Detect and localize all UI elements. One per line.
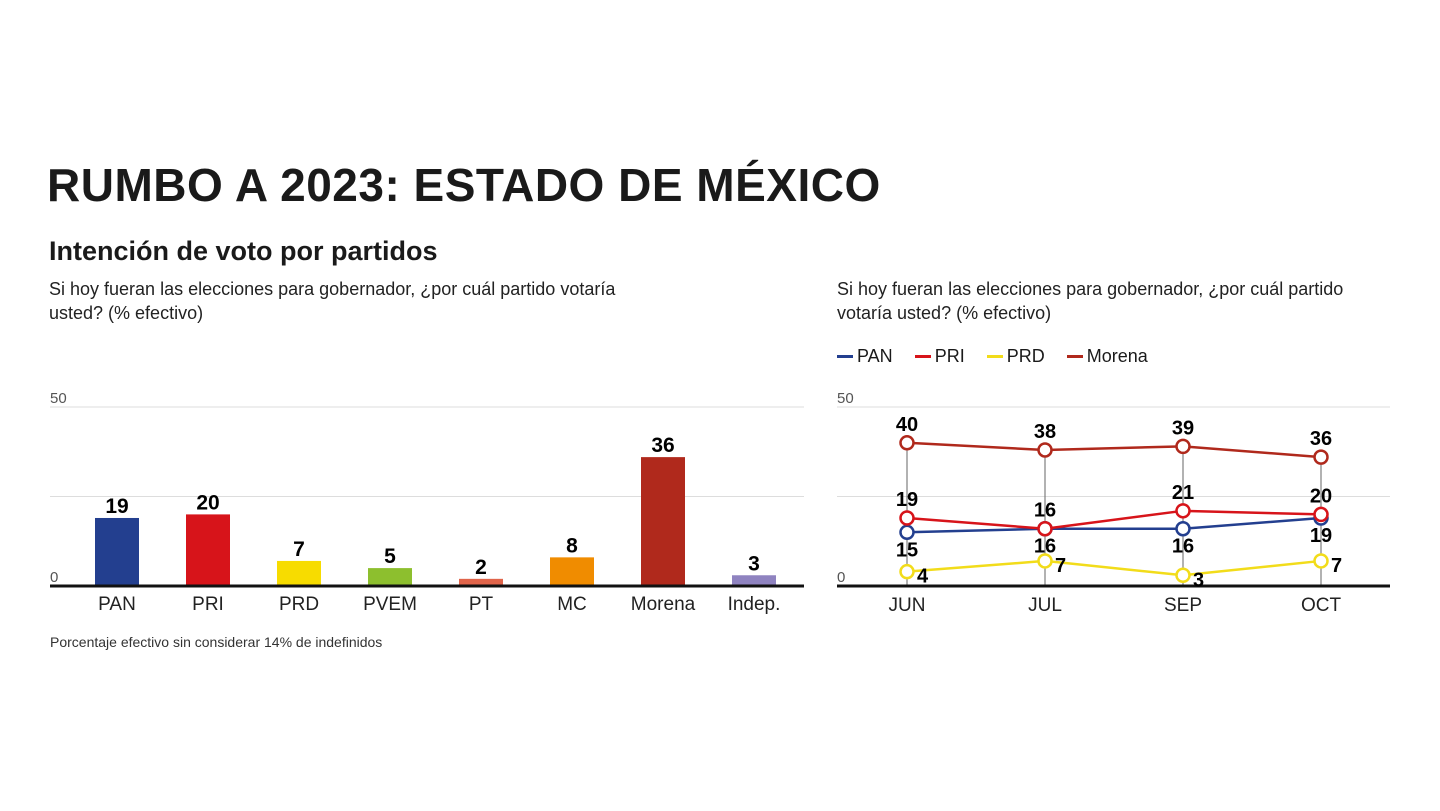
- data-label: 7: [293, 538, 305, 561]
- x-tick-label: Morena: [631, 594, 696, 615]
- data-label: 39: [1172, 417, 1194, 439]
- point-pri: [1037, 520, 1053, 537]
- point-morena: [1037, 442, 1053, 458]
- line-pan: [906, 516, 1322, 534]
- point-pri: [1313, 506, 1329, 523]
- data-label: 38: [1034, 421, 1056, 443]
- legend-item-pri: PRI: [914, 346, 965, 367]
- line-chart-question: Si hoy fueran las elecciones para gobern…: [837, 279, 1344, 323]
- line-chart-legend: PAN PRI PRD Morena: [837, 346, 1148, 367]
- point-pan: [899, 524, 915, 541]
- legend-swatch: [837, 355, 853, 358]
- data-label: 20: [1310, 485, 1332, 507]
- data-label: 19: [1310, 525, 1332, 547]
- legend-label: PRD: [1006, 346, 1045, 366]
- point-prd: [1313, 553, 1329, 569]
- legend-item-morena: Morena: [1066, 346, 1148, 367]
- legend-item-pan: PAN: [837, 346, 893, 367]
- bar-morena: [641, 457, 685, 586]
- line-pri: [906, 509, 1322, 530]
- bar-pt: [459, 578, 503, 586]
- data-label: 21: [1172, 482, 1194, 504]
- bar-mc: [550, 557, 594, 586]
- footnote: Porcentaje efectivo sin considerar 14% d…: [50, 634, 383, 650]
- bar-pvem: [368, 568, 412, 586]
- data-label: 36: [651, 434, 674, 457]
- data-label: 7: [1055, 555, 1066, 577]
- legend-label: PRI: [934, 346, 965, 366]
- data-label: 3: [1193, 569, 1204, 591]
- x-tick-label: Indep.: [728, 594, 781, 615]
- bar-prd: [277, 560, 321, 586]
- bar-pan: [95, 517, 139, 586]
- point-prd: [899, 563, 915, 580]
- y-tick-label: 0: [837, 569, 845, 586]
- data-label: 7: [1331, 555, 1342, 577]
- data-label: 40: [896, 414, 918, 436]
- point-morena: [899, 435, 915, 451]
- data-label: 16: [1034, 500, 1056, 522]
- line-morena: [906, 441, 1322, 459]
- data-label: 15: [896, 539, 918, 561]
- legend-swatch: [1066, 355, 1083, 358]
- page-title: RUMBO A 2023: ESTADO DE MÉXICO: [47, 159, 881, 211]
- point-pri: [899, 510, 915, 526]
- data-label: 3: [748, 552, 760, 575]
- legend-label: PAN: [857, 346, 893, 366]
- data-label: 2: [475, 556, 487, 579]
- point-morena: [1313, 449, 1329, 465]
- y-tick-label: 50: [50, 390, 67, 407]
- page-subtitle: Intención de voto por partidos: [49, 236, 438, 266]
- point-prd: [1175, 567, 1191, 584]
- bar-chart-question: Si hoy fueran las elecciones para gobern…: [49, 279, 616, 323]
- point-pri: [1175, 503, 1191, 519]
- x-tick-label: PRD: [279, 594, 319, 615]
- y-tick-label: 50: [837, 390, 854, 407]
- point-prd: [1037, 553, 1053, 569]
- data-label: 16: [1172, 536, 1194, 558]
- x-tick-label: OCT: [1301, 595, 1342, 616]
- line-prd: [906, 559, 1322, 577]
- data-label: 4: [917, 566, 929, 588]
- data-label: 8: [566, 534, 578, 557]
- legend-label: Morena: [1086, 346, 1148, 366]
- x-tick-label: SEP: [1164, 595, 1202, 616]
- legend-item-prd: PRD: [986, 346, 1045, 367]
- data-label: 5: [384, 545, 396, 568]
- data-label: 19: [896, 489, 918, 511]
- data-label: 19: [105, 495, 128, 518]
- x-tick-label: PAN: [98, 594, 136, 615]
- data-label: 16: [1034, 536, 1056, 558]
- line-chart: 50 0 JUN JUL SEP OCT 15 16 16 19 19 16 21 20 4 7 3 7 40 38 3…: [837, 390, 1390, 616]
- data-label: 36: [1310, 428, 1332, 450]
- x-tick-label: PVEM: [363, 594, 417, 615]
- legend-swatch: [914, 355, 931, 358]
- x-tick-label: PT: [469, 594, 494, 615]
- point-pan: [1175, 520, 1191, 537]
- y-tick-label: 0: [50, 569, 58, 586]
- x-tick-label: MC: [557, 594, 587, 615]
- bar-pri: [186, 514, 230, 586]
- x-tick-label: PRI: [192, 594, 224, 615]
- data-label: 20: [196, 491, 219, 514]
- point-morena: [1175, 438, 1191, 455]
- bar-chart: 50 0 19 PAN 20 PRI 7 PRD 5 PVEM 2 PT 8 MC 36 Morena 3 Ind…: [50, 390, 804, 615]
- bar-indep: [732, 575, 776, 586]
- legend-swatch: [986, 355, 1003, 358]
- x-tick-label: JUN: [889, 595, 926, 616]
- x-tick-label: JUL: [1028, 595, 1062, 616]
